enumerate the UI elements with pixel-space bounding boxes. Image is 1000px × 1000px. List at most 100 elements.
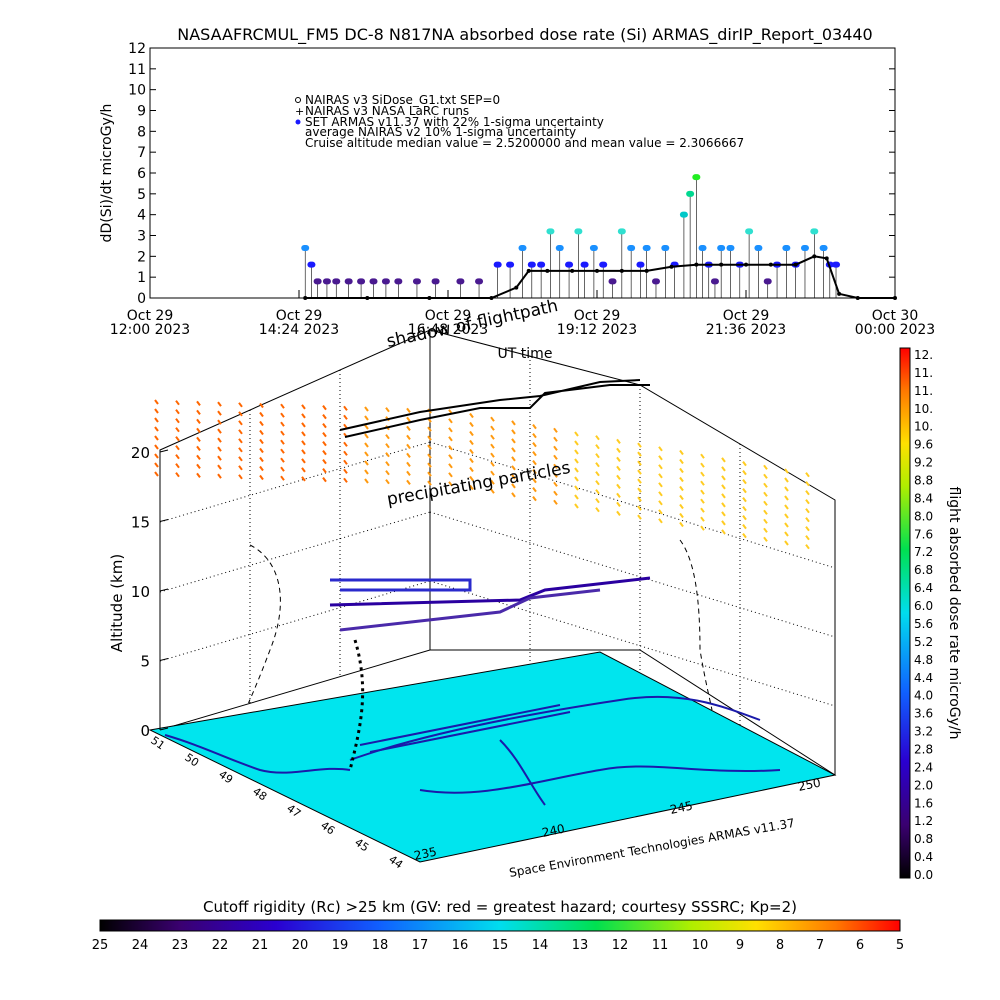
particle-mark (616, 447, 621, 453)
particle-mark (742, 479, 747, 485)
particle-mark (280, 466, 285, 472)
particle-mark (763, 509, 768, 515)
particle-mark (154, 435, 159, 441)
particle-mark (595, 480, 600, 486)
y-tick-label: 5 (137, 187, 146, 203)
particle-mark (196, 409, 201, 415)
legend-entry: Cruise altitude median value = 2.5200000… (305, 136, 744, 150)
particle-mark (700, 525, 705, 531)
armas-point (832, 261, 841, 268)
particle-mark (616, 510, 621, 517)
particle-mark (658, 482, 663, 488)
legend-entry: average NAIRAS v2 10% 1-sigma uncertaint… (305, 125, 576, 139)
particle-mark (637, 496, 642, 502)
particle-mark (175, 436, 180, 442)
particle-mark (511, 474, 516, 480)
z-tick-label: 0 (140, 722, 150, 740)
particle-mark (238, 474, 243, 480)
particle-mark (280, 439, 285, 445)
particle-mark (259, 474, 264, 481)
particle-mark (511, 456, 516, 462)
particle-mark (763, 518, 768, 524)
particle-mark (595, 507, 600, 513)
particle-mark (364, 415, 369, 421)
colorbar-vertical (899, 347, 911, 879)
particle-mark (616, 474, 621, 480)
particle-mark (805, 517, 810, 523)
particle-mark (700, 516, 705, 522)
plus-marker-icon: + (295, 105, 304, 118)
particle-mark (217, 410, 222, 416)
particle-mark (406, 425, 411, 431)
particle-mark (322, 423, 327, 429)
particle-mark (322, 459, 327, 465)
colorbar-vertical-tick-label: 0.8 (914, 832, 933, 846)
particle-mark (679, 485, 684, 492)
particle-mark (301, 422, 306, 428)
particle-mark (301, 413, 306, 419)
y-tick-label: 3 (137, 229, 146, 245)
particle-mark (574, 494, 579, 500)
particle-mark (406, 461, 411, 467)
particle-mark (385, 461, 390, 467)
particle-mark (784, 486, 789, 492)
particle-mark (805, 544, 810, 550)
z-tick-label: 10 (131, 583, 150, 601)
particle-mark (574, 440, 579, 446)
colorbar-horizontal-tick-label: 15 (492, 938, 509, 953)
particle-mark (406, 416, 411, 422)
colorbar-vertical-tick-label: 1.2 (914, 814, 933, 828)
particle-mark (490, 434, 495, 440)
colorbar-horizontal-tick-label: 7 (816, 938, 824, 953)
particle-mark (574, 485, 579, 491)
particle-mark (406, 479, 411, 485)
latitude-tick-label: 47 (284, 802, 303, 821)
particle-mark (406, 434, 411, 440)
z-tick-label: 5 (140, 653, 150, 671)
particle-mark (805, 490, 810, 496)
particle-mark (532, 460, 537, 466)
colorbar-vertical-tick-label: 12. (914, 348, 933, 362)
particle-mark (322, 450, 327, 456)
particle-mark (574, 431, 579, 437)
armas-point (679, 211, 688, 218)
particle-mark (448, 463, 453, 469)
particle-mark (595, 471, 600, 477)
particle-mark (238, 438, 243, 444)
colorbar-vertical-tick-label: 4.0 (914, 689, 933, 703)
particle-mark (490, 416, 495, 422)
particle-mark (553, 499, 558, 505)
particle-mark (805, 508, 810, 514)
particle-mark (700, 471, 705, 477)
particle-mark (553, 436, 558, 442)
colorbar-vertical-tick-label: 2.0 (914, 778, 933, 792)
colorbar-vertical-tick-label: 10. (914, 420, 933, 434)
particle-mark (301, 467, 306, 473)
z-axis-ticks: 0 5 10 15 20 (131, 444, 169, 740)
grid-lines (159, 356, 836, 745)
particle-mark (763, 482, 768, 488)
x-tick-label: 00:00 2023 (855, 322, 935, 338)
particle-mark (364, 433, 369, 439)
particle-mark (553, 445, 558, 451)
particle-mark (532, 496, 537, 502)
particle-mark (721, 466, 726, 472)
armas-point (431, 278, 440, 285)
particle-mark (763, 473, 768, 479)
particle-mark (406, 470, 411, 476)
colorbar-horizontal-tick-label: 10 (692, 938, 709, 953)
particle-mark (511, 492, 516, 498)
armas-point (754, 245, 763, 251)
particle-mark (763, 536, 768, 542)
particle-mark (196, 418, 201, 424)
particle-mark (343, 477, 348, 483)
particle-mark (721, 529, 726, 535)
particle-mark (805, 535, 810, 541)
particle-mark (637, 442, 642, 448)
particle-mark (364, 442, 369, 448)
colorbar-vertical-tick-label: 11. (914, 366, 933, 380)
particle-mark (469, 475, 474, 482)
armas-point (565, 261, 574, 268)
